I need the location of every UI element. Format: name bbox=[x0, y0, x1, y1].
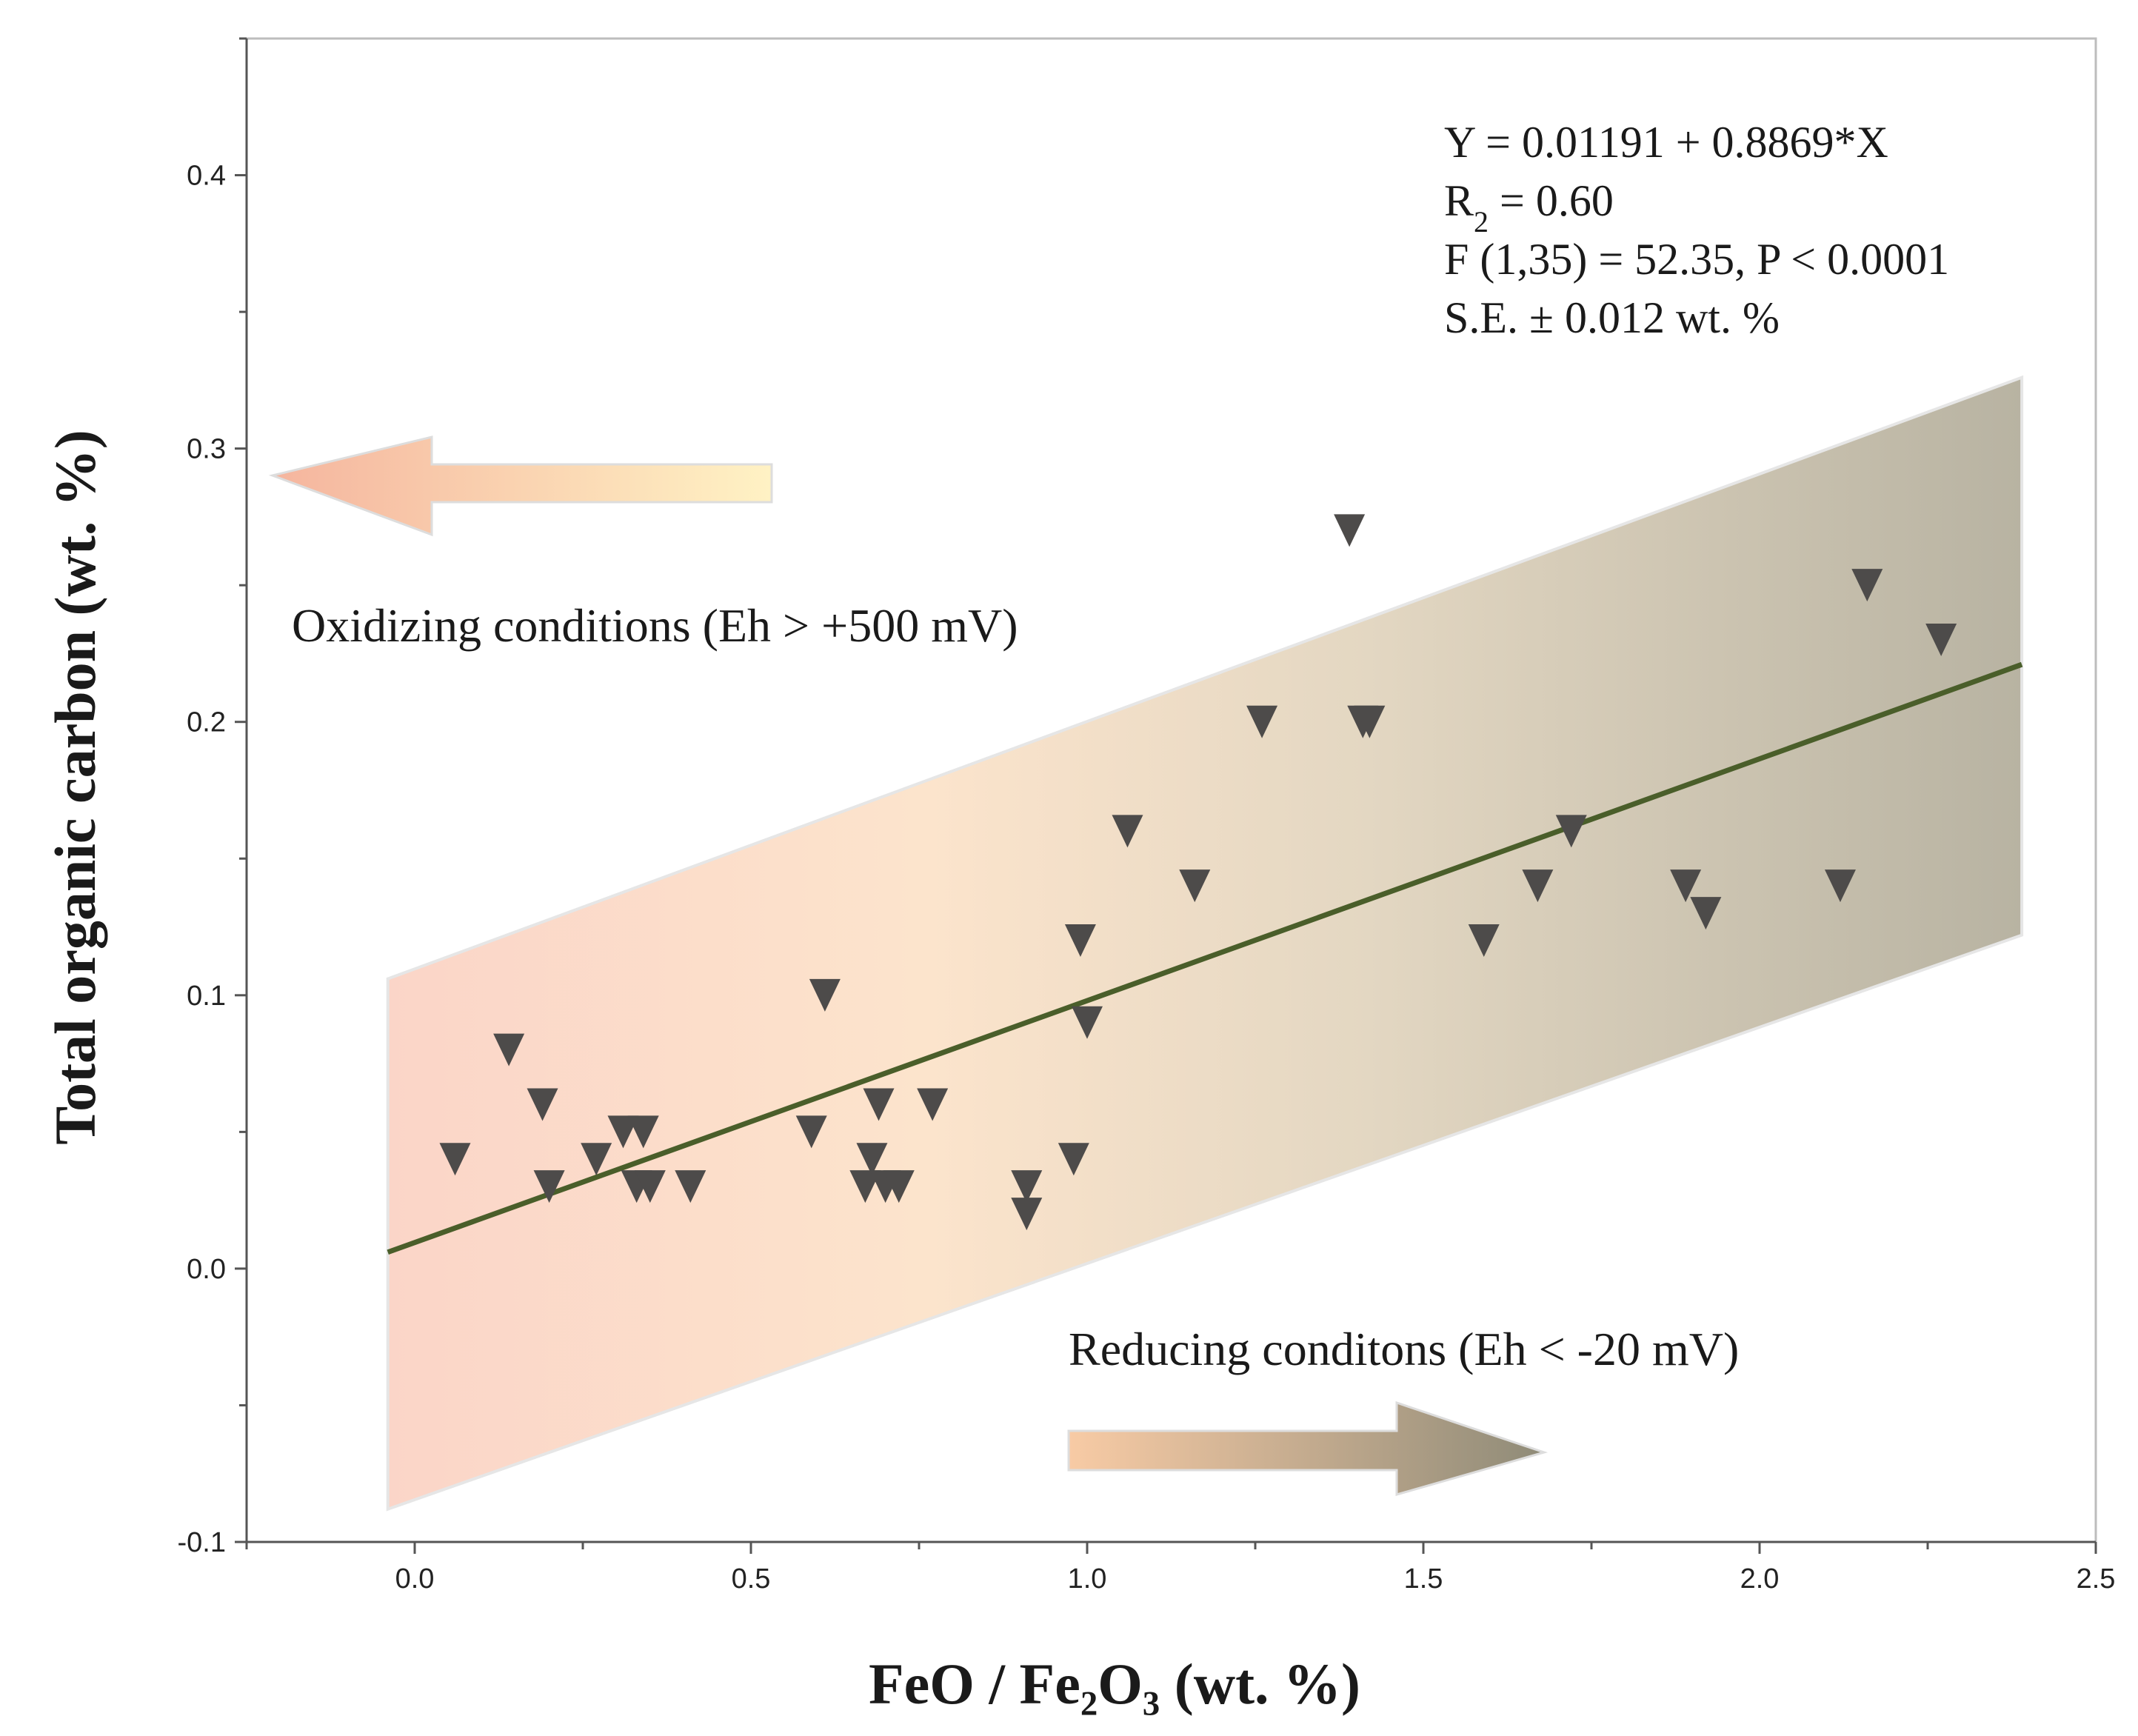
y-tick-label: 0.0 bbox=[187, 1254, 226, 1285]
x-tick-label: 1.5 bbox=[1404, 1563, 1443, 1595]
data-point bbox=[1468, 924, 1500, 957]
oxidizing-arrow bbox=[268, 435, 773, 537]
y-axis: -0.1 0.0 0.1 0.2 0.3 0.4 bbox=[178, 37, 248, 1558]
data-point bbox=[795, 1115, 827, 1149]
data-point bbox=[863, 1088, 895, 1121]
equation-label: Y = 0.01191 + 0.8869*X bbox=[1444, 118, 1888, 167]
standard-error-label: S.E. ± 0.012 wt. % bbox=[1444, 293, 1780, 342]
x-tick-label: 2.5 bbox=[2077, 1563, 2116, 1595]
data-point bbox=[1058, 1143, 1089, 1176]
r-squared-subscript: 2 bbox=[1474, 205, 1489, 238]
data-point bbox=[1246, 705, 1278, 738]
data-point bbox=[1072, 1006, 1103, 1039]
data-point bbox=[1522, 869, 1554, 903]
data-point bbox=[1179, 869, 1211, 903]
data-point bbox=[1851, 569, 1883, 602]
y-tick-label: 0.2 bbox=[187, 707, 226, 738]
r-squared-label: R2 = 0.60 bbox=[1444, 176, 1614, 238]
data-point bbox=[1334, 514, 1366, 547]
data-point bbox=[1555, 815, 1587, 848]
data-points bbox=[439, 514, 1957, 1231]
data-point bbox=[607, 1115, 639, 1149]
data-point bbox=[1011, 1198, 1043, 1231]
data-point bbox=[527, 1088, 558, 1121]
x-tick-label: 0.5 bbox=[732, 1563, 771, 1595]
r-squared-value: = 0.60 bbox=[1489, 176, 1614, 225]
data-point bbox=[883, 1170, 915, 1203]
data-point bbox=[634, 1170, 666, 1203]
reducing-annotation: Reducing conditons (Eh < -20 mV) bbox=[1069, 1323, 1739, 1375]
data-point bbox=[1670, 869, 1702, 903]
data-point bbox=[1112, 815, 1143, 848]
data-point bbox=[533, 1170, 565, 1203]
x-tick-label: 2.0 bbox=[1740, 1563, 1780, 1595]
y-tick-label: 0.4 bbox=[187, 161, 226, 192]
confidence-band bbox=[386, 375, 2024, 1512]
data-point bbox=[1824, 869, 1856, 903]
data-point bbox=[493, 1033, 525, 1066]
x-axis-title: FeO / Fe₂O₃ (wt. %) bbox=[869, 1652, 1360, 1716]
x-tick-label: 0.0 bbox=[395, 1563, 435, 1595]
y-tick-label: -0.1 bbox=[178, 1527, 226, 1558]
r-squared-prefix: R bbox=[1444, 176, 1474, 225]
data-point bbox=[809, 978, 841, 1012]
data-point bbox=[627, 1115, 659, 1149]
f-test-label: F (1,35) = 52.35, P < 0.0001 bbox=[1444, 235, 1949, 284]
reducing-arrow bbox=[1067, 1401, 1549, 1496]
x-axis: 0.0 0.5 1.0 1.5 2.0 2.5 bbox=[245, 1540, 2116, 1595]
data-point bbox=[1354, 705, 1386, 738]
data-point bbox=[856, 1143, 888, 1176]
data-point bbox=[917, 1088, 949, 1121]
y-axis-title: Total organic carbon (wt. %) bbox=[43, 430, 107, 1145]
data-point bbox=[581, 1143, 612, 1176]
data-point bbox=[1011, 1170, 1043, 1203]
data-point bbox=[439, 1143, 471, 1176]
data-point bbox=[1690, 897, 1722, 930]
oxidizing-annotation: Oxidizing conditions (Eh > +500 mV) bbox=[292, 599, 1018, 652]
x-tick-label: 1.0 bbox=[1068, 1563, 1107, 1595]
data-point bbox=[675, 1170, 706, 1203]
data-point bbox=[849, 1170, 881, 1203]
regression-line bbox=[387, 661, 2023, 1255]
y-tick-label: 0.3 bbox=[187, 434, 226, 465]
data-point bbox=[1925, 624, 1957, 656]
y-tick-label: 0.1 bbox=[187, 981, 226, 1012]
data-point bbox=[1064, 924, 1096, 957]
